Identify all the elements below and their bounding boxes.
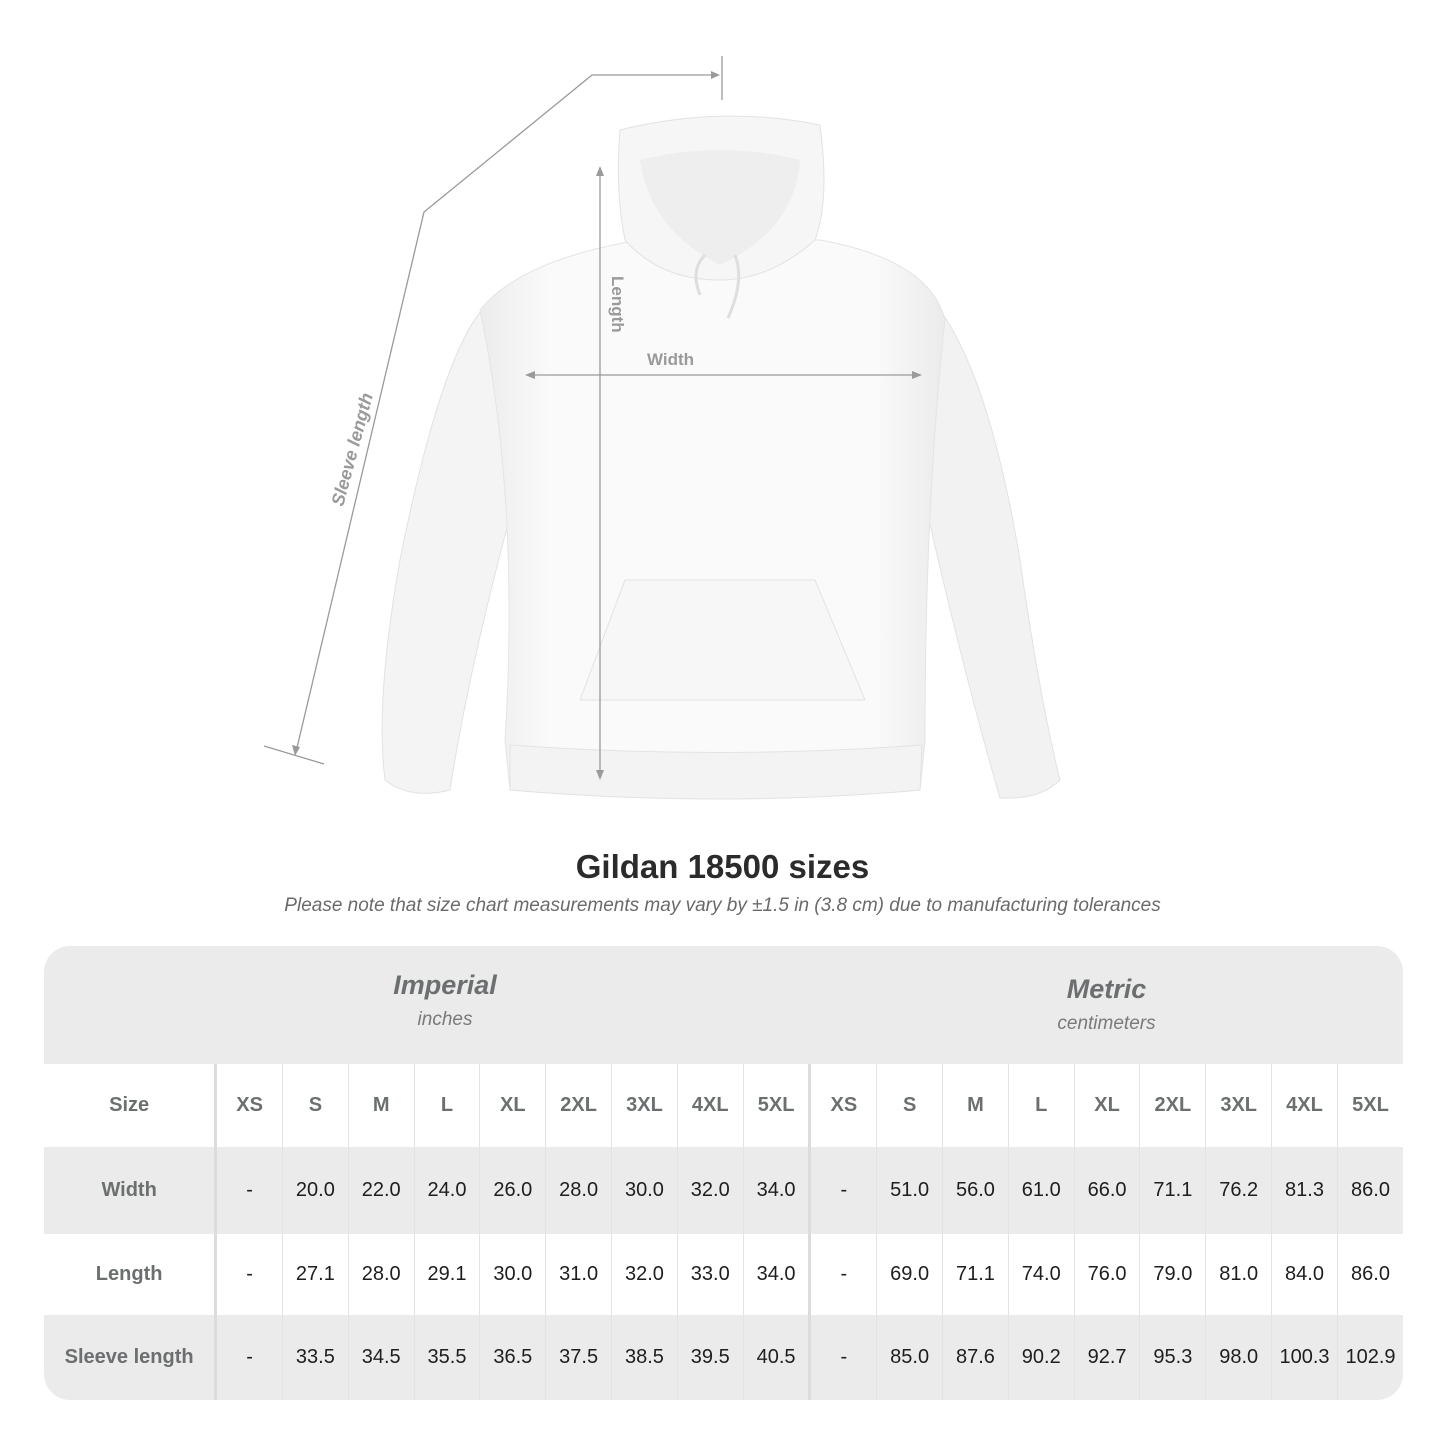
- imperial-size-s: S: [281, 1064, 349, 1147]
- metric-header: Metric centimeters: [810, 974, 1403, 1035]
- imperial-value: 20.0: [281, 1147, 349, 1234]
- metric-value: 74.0: [1007, 1234, 1075, 1315]
- imperial-value: 34.0: [742, 1147, 810, 1234]
- size-chart-table: Imperial inches Metric centimeters Size X…: [44, 946, 1403, 1400]
- table-row: Sleeve length -33.5 34.5 35.5 36.5 37.5 38.5 39…: [44, 1315, 1403, 1400]
- table-row: Length -27.1 28.0 29.1 30.0 31.0 32.0 33.0 34.0-…: [44, 1234, 1403, 1315]
- metric-value: 87.6: [942, 1315, 1009, 1400]
- metric-value: 79.0: [1139, 1234, 1206, 1315]
- metric-unit: centimeters: [1057, 1013, 1156, 1034]
- imperial-value: 38.5: [611, 1315, 678, 1400]
- metric-size-s: S: [876, 1064, 943, 1147]
- row-label: Width: [44, 1147, 218, 1234]
- imperial-size-m: M: [347, 1064, 415, 1147]
- metric-value: 66.0: [1073, 1147, 1140, 1234]
- imperial-value: 30.0: [479, 1234, 546, 1315]
- metric-size-xl: XL: [1073, 1064, 1140, 1147]
- imperial-value: 30.0: [611, 1147, 678, 1234]
- row-label: Sleeve length: [44, 1315, 218, 1400]
- imperial-value: 40.5: [742, 1315, 810, 1400]
- imperial-value: 28.0: [347, 1234, 415, 1315]
- metric-value: 71.1: [1139, 1147, 1206, 1234]
- imperial-value: 33.5: [281, 1315, 349, 1400]
- imperial-value: 34.5: [347, 1315, 415, 1400]
- size-header-row: Size XS S M L XL 2XL 3XL 4XL 5XL XS S M L XL 2XL 3XL 4XL 5…: [44, 1064, 1403, 1147]
- imperial-unit: inches: [417, 1009, 473, 1030]
- imperial-value: 27.1: [281, 1234, 349, 1315]
- imperial-value: 37.5: [545, 1315, 612, 1400]
- hoodie-diagram: Length Width Sleeve length: [263, 56, 1061, 800]
- metric-size-3xl: 3XL: [1205, 1064, 1272, 1147]
- metric-title: Metric: [1066, 974, 1147, 1004]
- hoodie-image: [381, 115, 1061, 800]
- imperial-value: 29.1: [413, 1234, 480, 1315]
- imperial-value: -: [215, 1147, 283, 1234]
- metric-size-4xl: 4XL: [1271, 1064, 1338, 1147]
- metric-value: -: [808, 1234, 877, 1315]
- width-measure-line: [525, 371, 922, 379]
- imperial-size-4xl: 4XL: [676, 1064, 744, 1147]
- metric-value: 51.0: [876, 1147, 943, 1234]
- metric-size-xs: XS: [808, 1064, 877, 1147]
- metric-value: 100.3: [1271, 1315, 1338, 1400]
- imperial-size-xl: XL: [479, 1064, 546, 1147]
- imperial-value: 34.0: [742, 1234, 810, 1315]
- imperial-value: 22.0: [347, 1147, 415, 1234]
- length-measure-line: [596, 166, 604, 780]
- metric-value: 81.0: [1205, 1234, 1272, 1315]
- metric-size-2xl: 2XL: [1139, 1064, 1206, 1147]
- length-label: Length: [608, 276, 627, 333]
- imperial-size-2xl: 2XL: [545, 1064, 612, 1147]
- imperial-value: 36.5: [479, 1315, 546, 1400]
- imperial-size-xs: XS: [215, 1064, 283, 1147]
- tolerance-note: Please note that size chart measurements…: [284, 895, 1161, 916]
- unit-header-band: [44, 946, 1403, 1064]
- imperial-value: 24.0: [413, 1147, 480, 1234]
- metric-value: 98.0: [1205, 1315, 1272, 1400]
- imperial-value: 31.0: [545, 1234, 612, 1315]
- metric-size-m: M: [942, 1064, 1009, 1147]
- metric-value: 90.2: [1007, 1315, 1075, 1400]
- metric-size-l: L: [1007, 1064, 1075, 1147]
- imperial-value: -: [215, 1234, 283, 1315]
- metric-value: 76.2: [1205, 1147, 1272, 1234]
- page-title: Gildan 18500 sizes: [575, 848, 870, 885]
- metric-value: -: [808, 1315, 877, 1400]
- metric-value: 81.3: [1271, 1147, 1338, 1234]
- imperial-title: Imperial: [393, 970, 497, 1000]
- imperial-value: 39.5: [676, 1315, 744, 1400]
- metric-value: 69.0: [876, 1234, 943, 1315]
- imperial-value: -: [215, 1315, 283, 1400]
- imperial-value: 32.0: [611, 1234, 678, 1315]
- width-label: Width: [647, 350, 694, 369]
- metric-value: 61.0: [1007, 1147, 1075, 1234]
- metric-value: 86.0: [1336, 1234, 1403, 1315]
- imperial-value: 32.0: [676, 1147, 744, 1234]
- imperial-value: 33.0: [676, 1234, 744, 1315]
- imperial-value: 28.0: [545, 1147, 612, 1234]
- metric-value: 76.0: [1073, 1234, 1140, 1315]
- sleeve-length-measure-line: [263, 56, 723, 765]
- imperial-value: 26.0: [479, 1147, 546, 1234]
- metric-value: 102.9: [1336, 1315, 1403, 1400]
- imperial-size-l: L: [413, 1064, 480, 1147]
- size-header: Size: [44, 1064, 218, 1147]
- metric-value: 92.7: [1073, 1315, 1140, 1400]
- metric-value: 84.0: [1271, 1234, 1338, 1315]
- metric-value: -: [808, 1147, 877, 1234]
- sleeve-length-label: Sleeve length: [328, 391, 377, 508]
- metric-size-5xl: 5XL: [1336, 1064, 1403, 1147]
- imperial-size-3xl: 3XL: [611, 1064, 678, 1147]
- metric-value: 71.1: [942, 1234, 1009, 1315]
- metric-value: 86.0: [1336, 1147, 1403, 1234]
- metric-value: 56.0: [942, 1147, 1009, 1234]
- imperial-size-5xl: 5XL: [742, 1064, 810, 1147]
- metric-value: 95.3: [1139, 1315, 1206, 1400]
- imperial-header: Imperial inches: [216, 970, 674, 1031]
- metric-value: 85.0: [876, 1315, 943, 1400]
- table-row: Width -20.0 22.0 24.0 26.0 28.0 30.0 32.0 34.0-5…: [44, 1147, 1403, 1234]
- imperial-value: 35.5: [413, 1315, 480, 1400]
- row-label: Length: [44, 1234, 218, 1315]
- size-grid: Size XS S M L XL 2XL 3XL 4XL 5XL XS S M L XL 2XL 3XL 4XL 5…: [44, 1064, 1403, 1400]
